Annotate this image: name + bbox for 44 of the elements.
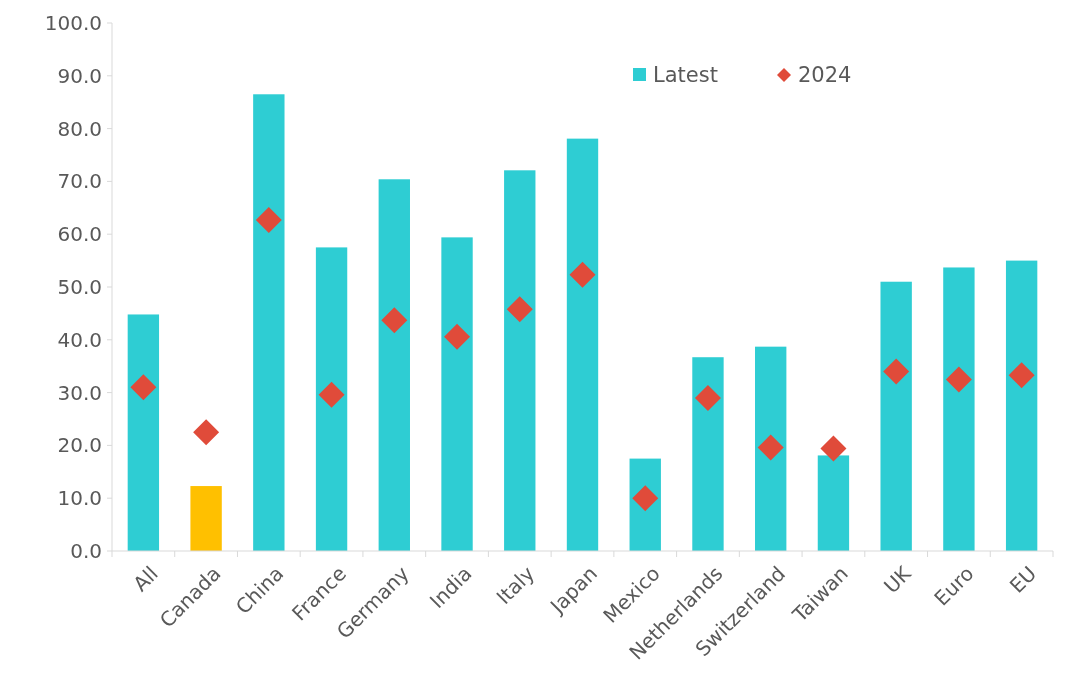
x-tick-label: EU bbox=[1004, 561, 1042, 598]
bar bbox=[943, 267, 975, 551]
point bbox=[694, 384, 721, 411]
x-tick-label: UK bbox=[879, 560, 917, 599]
y-tick-label: 30.0 bbox=[57, 380, 102, 405]
y-tick-label: 0.0 bbox=[70, 539, 102, 563]
point bbox=[130, 374, 157, 401]
legend-label: 2024 bbox=[798, 63, 852, 88]
y-tick-label: 20.0 bbox=[57, 433, 102, 458]
y-tick-label: 80.0 bbox=[57, 116, 102, 141]
bar bbox=[880, 281, 912, 551]
bar bbox=[755, 346, 787, 551]
bar bbox=[190, 486, 222, 551]
point bbox=[318, 381, 345, 408]
bar bbox=[504, 170, 536, 551]
bar bbox=[315, 247, 348, 551]
y-tick-label: 40.0 bbox=[57, 327, 102, 352]
y-tick-label: 100.0 bbox=[44, 11, 102, 35]
bar bbox=[817, 455, 850, 551]
y-tick-label: 90.0 bbox=[57, 63, 102, 88]
point bbox=[255, 206, 282, 233]
bar bbox=[692, 357, 724, 551]
bar bbox=[253, 94, 285, 551]
x-tick-label: All bbox=[128, 561, 163, 596]
point bbox=[193, 419, 220, 446]
bar bbox=[566, 138, 599, 551]
legend-label: Latest bbox=[653, 63, 718, 88]
y-tick-label: 50.0 bbox=[57, 275, 102, 299]
point bbox=[883, 358, 910, 385]
point bbox=[506, 296, 533, 323]
point bbox=[1008, 362, 1035, 389]
bar bbox=[127, 314, 160, 551]
point bbox=[820, 435, 847, 462]
y-tick-label: 60.0 bbox=[57, 222, 102, 247]
y-tick-label: 10.0 bbox=[57, 486, 102, 511]
point bbox=[945, 366, 972, 393]
point bbox=[757, 434, 784, 461]
y-tick-label: 70.0 bbox=[57, 169, 102, 194]
bar bbox=[441, 237, 473, 551]
bar bbox=[1005, 260, 1038, 551]
point bbox=[444, 323, 471, 350]
point bbox=[381, 307, 408, 334]
point bbox=[569, 261, 596, 288]
bar bbox=[378, 179, 410, 551]
